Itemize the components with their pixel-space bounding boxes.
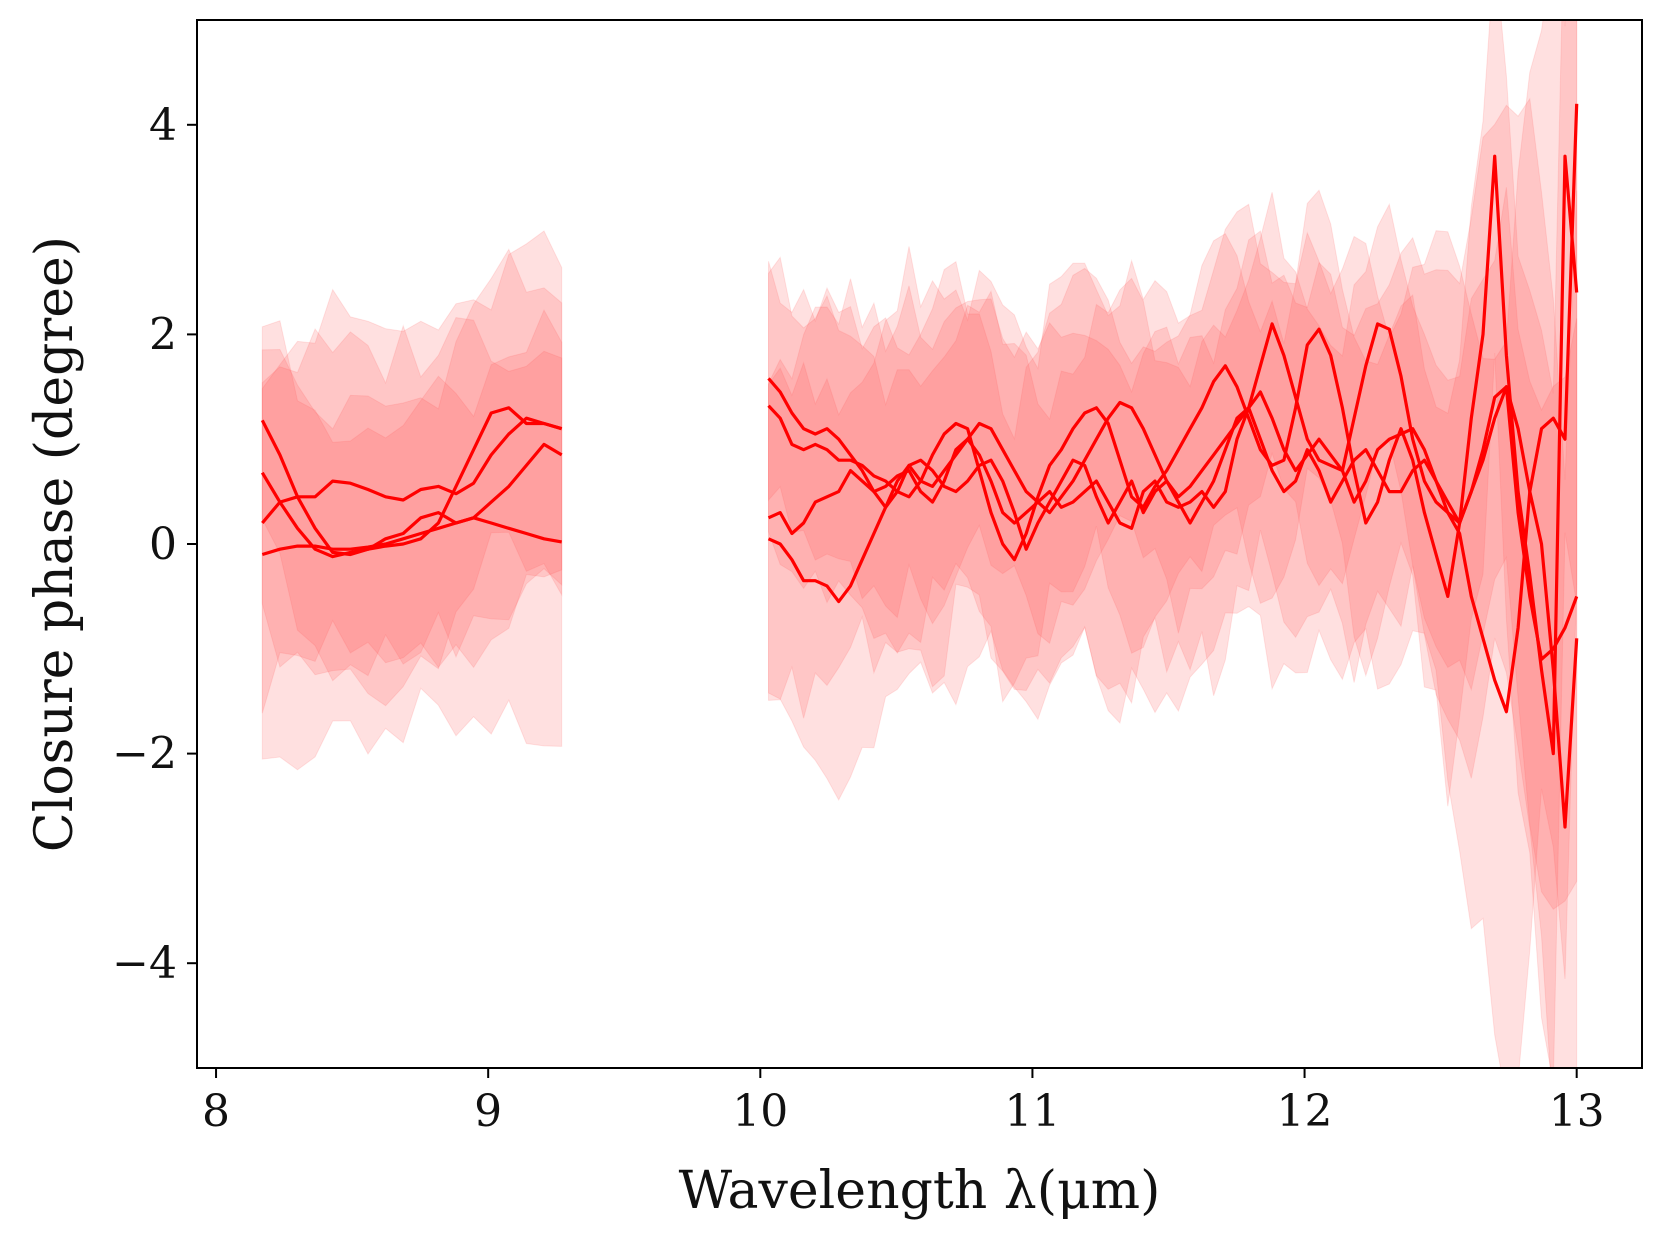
y-axis-label: Closure phase (degree) xyxy=(25,236,85,852)
uncertainty-band-1-segment-2 xyxy=(768,187,1578,911)
closure-phase-4-segment-2 xyxy=(767,103,1579,714)
x-tick-label: 10 xyxy=(732,1086,788,1137)
y-tick-label: 4 xyxy=(149,100,177,151)
uncertainty-band-4-segment-1 xyxy=(261,317,563,771)
series-lines xyxy=(260,103,1579,829)
y-tick-label: 0 xyxy=(149,519,177,570)
x-tick-label: 13 xyxy=(1549,1086,1605,1137)
x-tick-label: 9 xyxy=(474,1086,502,1137)
y-tick-label: −2 xyxy=(112,729,177,780)
closure-phase-1-segment-1 xyxy=(260,419,563,557)
closure-phase-3-segment-1 xyxy=(261,416,563,525)
y-tick-label: −4 xyxy=(112,938,177,989)
closure-phase-4-segment-1 xyxy=(261,516,562,557)
uncertainty-bands xyxy=(261,20,1578,1068)
x-tick-label: 12 xyxy=(1277,1086,1333,1137)
uncertainty-band-2-segment-1 xyxy=(261,248,563,707)
y-axis-ticks: −4 −2 0 2 4 xyxy=(112,100,197,989)
uncertainty-band-3-segment-1 xyxy=(261,230,563,714)
closure-phase-2-segment-2 xyxy=(767,154,1579,756)
uncertainty-band-3-segment-2 xyxy=(768,97,1578,1068)
x-tick-label: 11 xyxy=(1004,1086,1060,1137)
y-tick-label: 2 xyxy=(149,309,177,360)
x-tick-label: 8 xyxy=(202,1086,230,1137)
x-axis-ticks: 8 9 10 11 12 13 xyxy=(202,1068,1605,1137)
uncertainty-band-2-segment-2 xyxy=(768,20,1578,1068)
uncertainty-band-4-segment-2 xyxy=(768,20,1578,1068)
x-axis-label: Wavelength λ(μm) xyxy=(679,1161,1161,1221)
